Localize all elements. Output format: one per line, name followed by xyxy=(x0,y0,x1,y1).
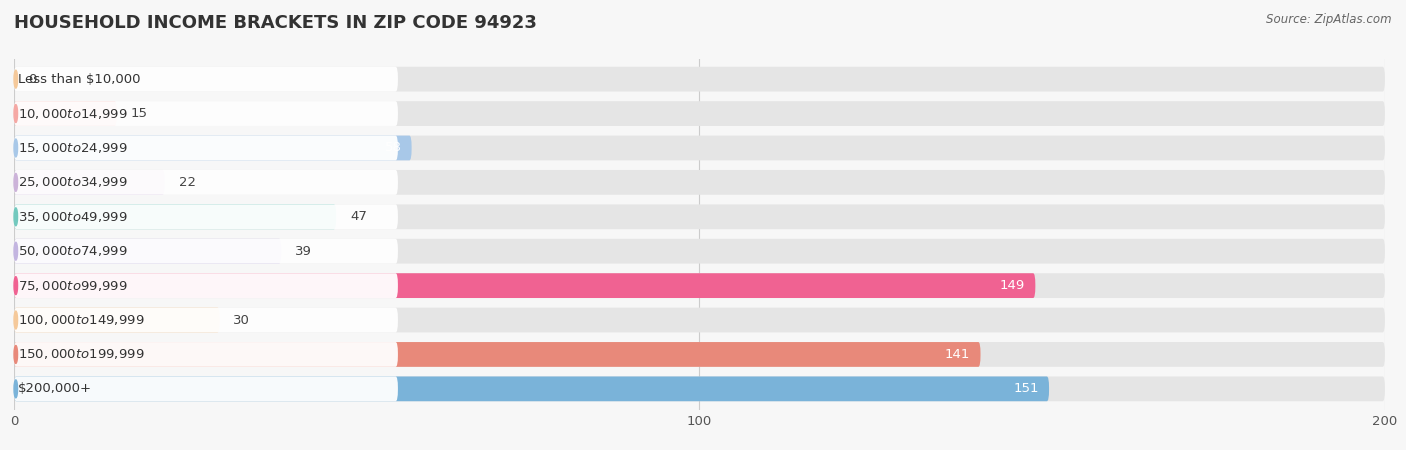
Circle shape xyxy=(14,346,17,363)
Text: 149: 149 xyxy=(1000,279,1025,292)
Text: $50,000 to $74,999: $50,000 to $74,999 xyxy=(18,244,128,258)
Text: Source: ZipAtlas.com: Source: ZipAtlas.com xyxy=(1267,14,1392,27)
FancyBboxPatch shape xyxy=(14,135,412,160)
Text: 39: 39 xyxy=(295,245,312,258)
FancyBboxPatch shape xyxy=(14,135,1385,160)
FancyBboxPatch shape xyxy=(14,170,165,195)
FancyBboxPatch shape xyxy=(14,308,398,333)
Text: $25,000 to $34,999: $25,000 to $34,999 xyxy=(18,176,128,189)
FancyBboxPatch shape xyxy=(14,273,398,298)
Text: 58: 58 xyxy=(384,141,401,154)
FancyBboxPatch shape xyxy=(14,377,398,401)
FancyBboxPatch shape xyxy=(14,342,398,367)
FancyBboxPatch shape xyxy=(14,377,1385,401)
FancyBboxPatch shape xyxy=(14,101,398,126)
FancyBboxPatch shape xyxy=(14,308,219,333)
FancyBboxPatch shape xyxy=(14,135,398,160)
Text: $35,000 to $49,999: $35,000 to $49,999 xyxy=(18,210,128,224)
Circle shape xyxy=(14,311,17,329)
Text: $150,000 to $199,999: $150,000 to $199,999 xyxy=(18,347,145,361)
FancyBboxPatch shape xyxy=(14,101,1385,126)
Text: 141: 141 xyxy=(945,348,970,361)
Circle shape xyxy=(14,105,17,122)
Text: 0: 0 xyxy=(28,72,37,86)
Text: $100,000 to $149,999: $100,000 to $149,999 xyxy=(18,313,145,327)
FancyBboxPatch shape xyxy=(14,239,281,264)
FancyBboxPatch shape xyxy=(14,239,1385,264)
Circle shape xyxy=(14,139,17,157)
Text: HOUSEHOLD INCOME BRACKETS IN ZIP CODE 94923: HOUSEHOLD INCOME BRACKETS IN ZIP CODE 94… xyxy=(14,14,537,32)
Text: 15: 15 xyxy=(131,107,148,120)
Text: 22: 22 xyxy=(179,176,195,189)
Circle shape xyxy=(14,70,17,88)
Text: $10,000 to $14,999: $10,000 to $14,999 xyxy=(18,107,128,121)
FancyBboxPatch shape xyxy=(14,239,398,264)
FancyBboxPatch shape xyxy=(14,204,336,229)
Text: Less than $10,000: Less than $10,000 xyxy=(18,72,141,86)
FancyBboxPatch shape xyxy=(14,204,1385,229)
Text: $200,000+: $200,000+ xyxy=(18,382,91,396)
FancyBboxPatch shape xyxy=(14,204,398,229)
FancyBboxPatch shape xyxy=(14,101,117,126)
FancyBboxPatch shape xyxy=(14,273,1035,298)
Text: 30: 30 xyxy=(233,314,250,327)
Text: $15,000 to $24,999: $15,000 to $24,999 xyxy=(18,141,128,155)
Circle shape xyxy=(14,380,17,398)
Text: $75,000 to $99,999: $75,000 to $99,999 xyxy=(18,279,128,292)
FancyBboxPatch shape xyxy=(14,67,398,91)
FancyBboxPatch shape xyxy=(14,342,980,367)
Text: 47: 47 xyxy=(350,210,367,223)
FancyBboxPatch shape xyxy=(14,170,398,195)
FancyBboxPatch shape xyxy=(14,67,1385,91)
FancyBboxPatch shape xyxy=(14,377,1049,401)
Circle shape xyxy=(14,173,17,191)
FancyBboxPatch shape xyxy=(14,342,1385,367)
FancyBboxPatch shape xyxy=(14,273,1385,298)
FancyBboxPatch shape xyxy=(14,308,1385,333)
Circle shape xyxy=(14,277,17,295)
Circle shape xyxy=(14,208,17,226)
Text: 151: 151 xyxy=(1014,382,1039,396)
Circle shape xyxy=(14,242,17,260)
FancyBboxPatch shape xyxy=(14,170,1385,195)
